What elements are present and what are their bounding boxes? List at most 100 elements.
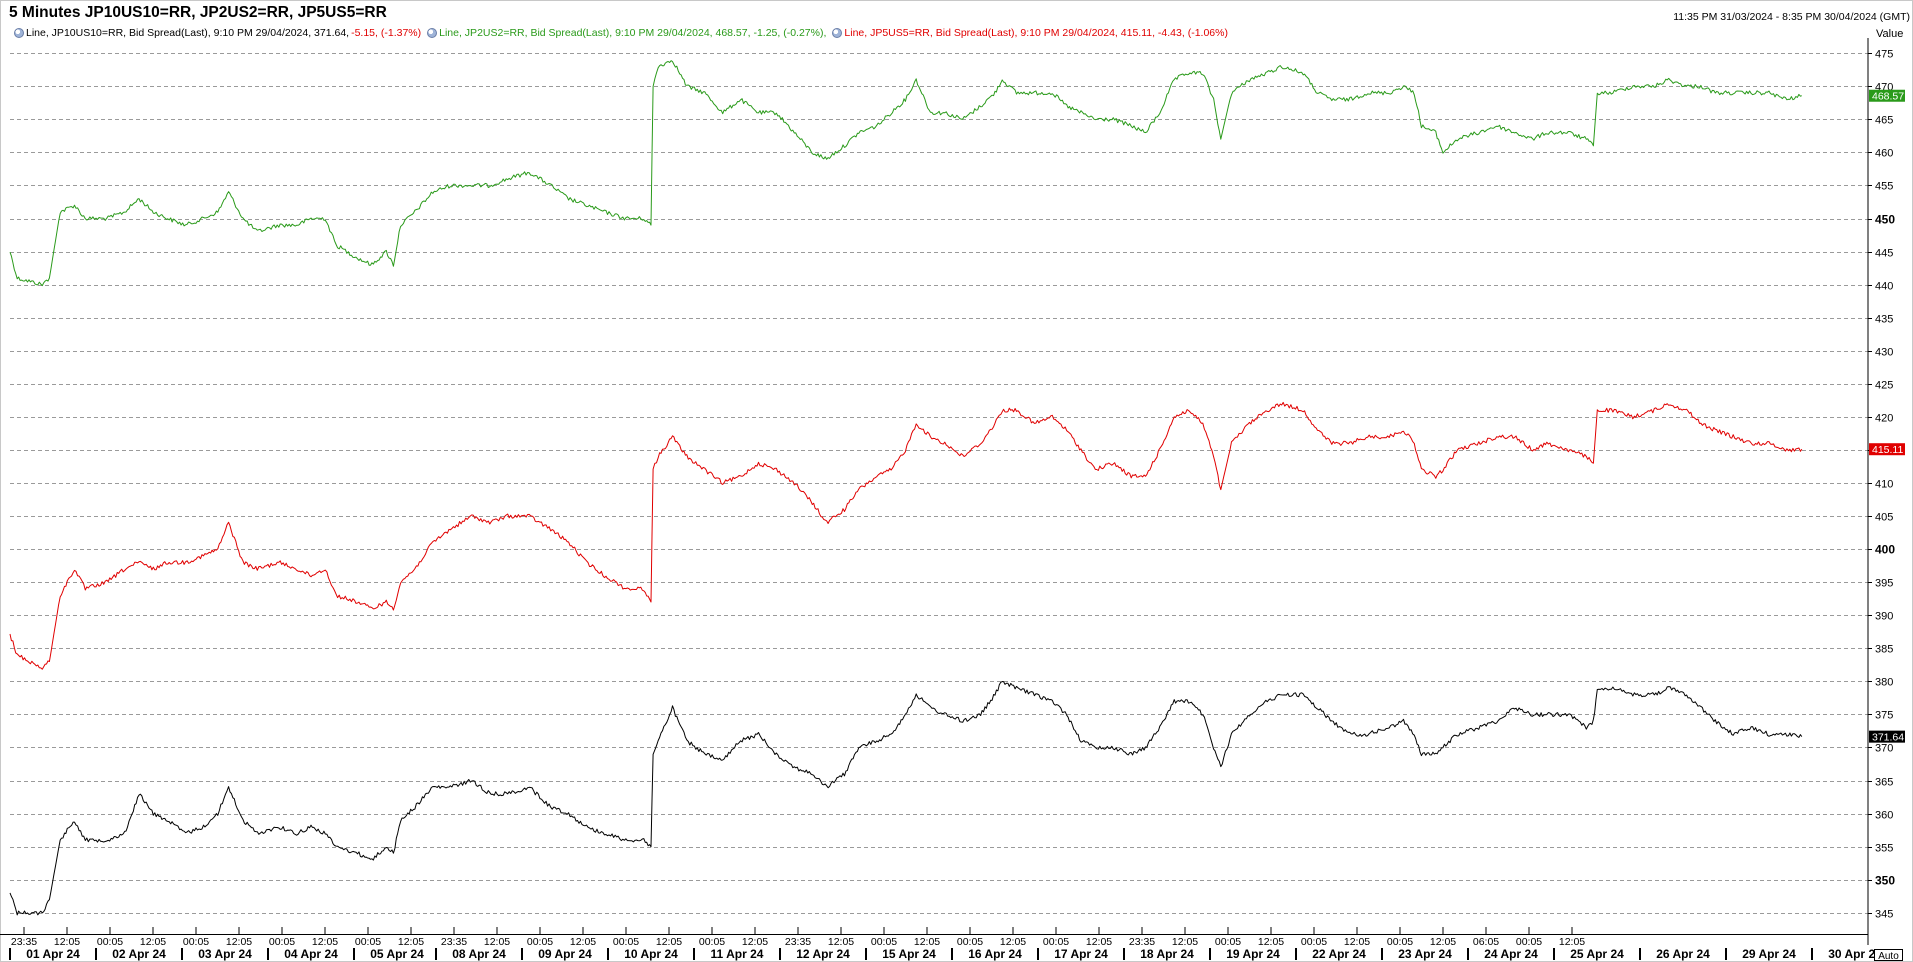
y-tick-label: 455 — [1875, 181, 1893, 193]
x-time-label: 00:05 — [699, 936, 725, 948]
x-time-label: 00:05 — [1387, 936, 1413, 948]
x-axis: 23:35 12:05 00:05 12:05 00:05 12:05 00:05 12:05… — [0, 927, 1882, 961]
x-date-label: 16 Apr 24 — [968, 947, 1022, 961]
series-settings-icon[interactable] — [14, 28, 24, 38]
legend-item-jp10us10[interactable]: Line, JP10US10=RR, Bid Spread(Last), 9:1… — [14, 27, 421, 39]
legend: Line, JP10US10=RR, Bid Spread(Last), 9:1… — [14, 27, 1228, 39]
x-date-label: 01 Apr 24 — [26, 947, 80, 961]
y-tick-label: 445 — [1875, 248, 1893, 260]
y-tick-label: 400 — [1875, 543, 1895, 557]
x-time-label: 00:05 — [1215, 936, 1241, 948]
x-time-label: 12:05 — [312, 936, 338, 948]
x-time-label: 00:05 — [1516, 936, 1542, 948]
x-time-label: 12:05 — [54, 936, 80, 948]
x-time-label: 12:05 — [1258, 936, 1284, 948]
legend-item-jp5us5[interactable]: Line, JP5US5=RR, Bid Spread(Last), 9:10 … — [832, 27, 1228, 39]
x-time-label: 00:05 — [1301, 936, 1327, 948]
x-time-label: 12:05 — [914, 936, 940, 948]
last-value-label: 371.64 — [1872, 732, 1904, 744]
x-time-label: 12:05 — [570, 936, 596, 948]
y-tick-label: 375 — [1875, 710, 1893, 722]
x-time-label: 00:05 — [183, 936, 209, 948]
series-line[interactable] — [9, 681, 1803, 916]
gridlines — [10, 53, 1868, 914]
y-tick-label: 365 — [1875, 777, 1893, 789]
y-tick-label: 475 — [1875, 49, 1893, 61]
x-date-label: 05 Apr 24 — [370, 947, 424, 961]
series-jp2us2-rr: 468.57 — [9, 60, 1905, 287]
y-tick-label: 410 — [1875, 479, 1893, 491]
y-tick-label: 425 — [1875, 380, 1893, 392]
x-time-label: 12:05 — [484, 936, 510, 948]
x-date-label: 17 Apr 24 — [1054, 947, 1108, 961]
last-value-label: 415.11 — [1872, 444, 1903, 456]
x-date-label: 24 Apr 24 — [1484, 947, 1538, 961]
y-tick-label: 430 — [1875, 347, 1893, 359]
x-time-label: 00:05 — [97, 936, 123, 948]
series-line[interactable] — [9, 60, 1802, 287]
y-tick-label: 345 — [1875, 909, 1893, 921]
x-date-label: 08 Apr 24 — [452, 947, 506, 961]
series-line[interactable] — [9, 401, 1803, 670]
y-tick-label: 385 — [1875, 644, 1893, 656]
series-settings-icon[interactable] — [832, 28, 843, 38]
x-date-label: 29 Apr 24 — [1742, 947, 1796, 961]
auto-scale-button[interactable]: Auto — [1874, 949, 1903, 962]
legend-text: Line, JP10US10=RR, Bid Spread(Last), 9:1… — [26, 27, 350, 39]
y-tick-label: 355 — [1875, 843, 1893, 855]
legend-text: Line, JP5US5=RR, Bid Spread(Last), 9:10 … — [844, 27, 1228, 39]
x-time-label: 12:05 — [656, 936, 682, 948]
legend-item-jp2us2[interactable]: Line, JP2US2=RR, Bid Spread(Last), 9:10 … — [427, 27, 826, 39]
series-jp5us5-rr: 415.11 — [9, 401, 1905, 670]
y-tick-label: 360 — [1875, 810, 1893, 822]
x-date-label: 18 Apr 24 — [1140, 947, 1194, 961]
x-time-label: 12:05 — [1559, 936, 1585, 948]
x-time-label: 12:05 — [1172, 936, 1198, 948]
time-range-label: 11:35 PM 31/03/2024 - 8:35 PM 30/04/2024… — [1673, 11, 1910, 23]
x-date-label: 12 Apr 24 — [796, 947, 850, 961]
y-tick-label: 405 — [1875, 512, 1893, 524]
series-settings-icon[interactable] — [427, 28, 438, 38]
x-date-label: 15 Apr 24 — [882, 947, 936, 961]
y-tick-label: 380 — [1875, 677, 1893, 689]
x-time-label: 00:05 — [355, 936, 381, 948]
x-date-label: 11 Apr 24 — [711, 947, 764, 961]
x-time-label: 12:05 — [742, 936, 768, 948]
y-tick-label: 460 — [1875, 148, 1893, 160]
x-time-label: 12:05 — [1430, 936, 1456, 948]
x-time-label: 00:05 — [957, 936, 983, 948]
x-date-label: 10 Apr 24 — [624, 947, 678, 961]
x-date-label: 23 Apr 24 — [1398, 947, 1452, 961]
x-time-label: 12:05 — [140, 936, 166, 948]
x-time-label: 00:05 — [1043, 936, 1069, 948]
y-tick-label: 395 — [1875, 578, 1893, 590]
x-time-label: 23:35 — [11, 936, 37, 948]
y-tick-label: 350 — [1875, 874, 1895, 888]
series-jp10us10-rr: 371.64 — [9, 681, 1905, 916]
x-time-label: 00:05 — [613, 936, 639, 948]
x-time-label: 23:35 — [441, 936, 467, 948]
last-value-tag — [1869, 89, 1905, 102]
x-date-label: 09 Apr 24 — [538, 947, 592, 961]
x-time-label: 23:35 — [1129, 936, 1155, 948]
x-time-label: 23:35 — [785, 936, 811, 948]
x-time-label: 06:05 — [1473, 936, 1499, 948]
x-date-label: 19 Apr 24 — [1226, 947, 1280, 961]
x-time-label: 12:05 — [828, 936, 854, 948]
x-date-label: 04 Apr 24 — [284, 947, 338, 961]
x-date-label: 25 Apr 24 — [1570, 947, 1624, 961]
x-date-label: 26 Apr 24 — [1656, 947, 1710, 961]
last-value-label: 468.57 — [1872, 91, 1904, 103]
y-tick-label: 390 — [1875, 611, 1893, 623]
x-date-label: 30 Apr 24 — [1828, 947, 1882, 961]
y-tick-label: 440 — [1875, 281, 1893, 293]
x-time-label: 12:05 — [1000, 936, 1026, 948]
x-time-label: 12:05 — [1344, 936, 1370, 948]
y-tick-label: 370 — [1875, 743, 1893, 755]
y-tick-label: 450 — [1875, 213, 1895, 227]
x-date-label: 02 Apr 24 — [112, 947, 166, 961]
last-value-tag — [1869, 443, 1905, 456]
x-date-label: 22 Apr 24 — [1312, 947, 1366, 961]
x-time-label: 12:05 — [226, 936, 252, 948]
